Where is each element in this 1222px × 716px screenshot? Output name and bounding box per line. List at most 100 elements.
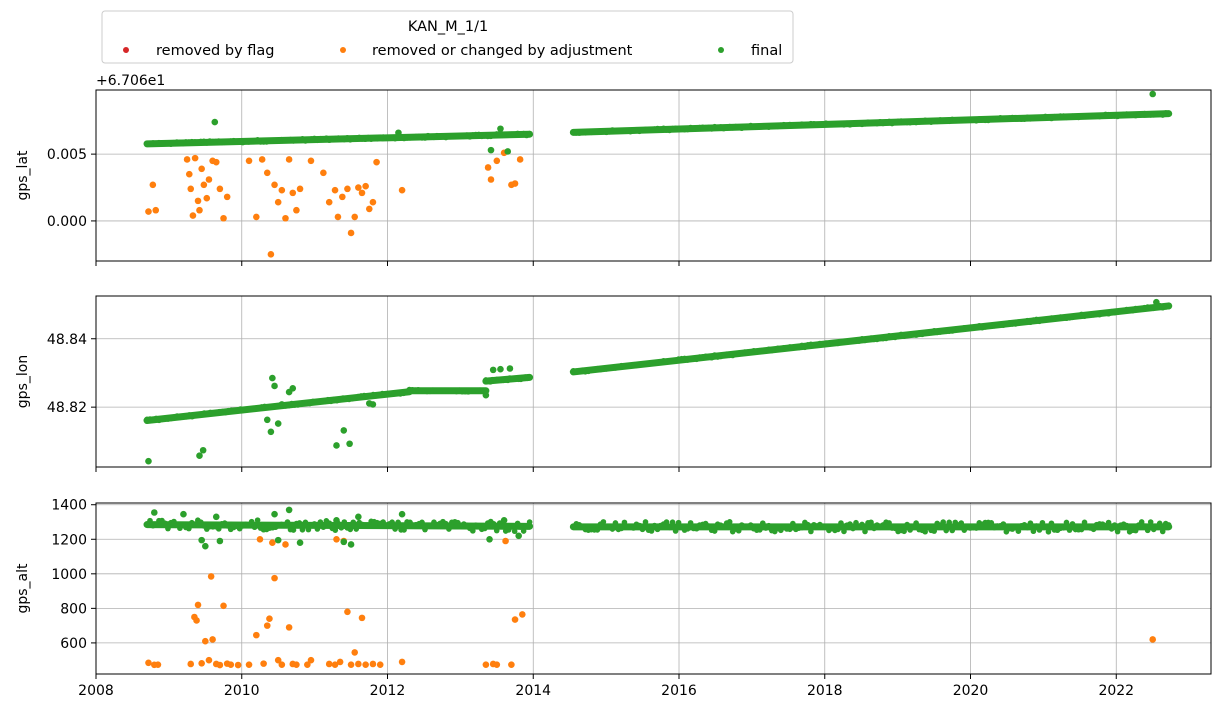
data-point [470,528,476,534]
data-point [278,401,286,408]
data-point [1165,522,1172,528]
data-point [1069,521,1076,527]
data-point [1015,528,1022,534]
data-point [336,658,344,666]
data-point [799,524,805,531]
data-point [200,181,208,189]
data-point [369,660,377,668]
data-point [282,541,289,548]
data-point [497,365,504,373]
data-point [251,524,258,531]
panel-gps_alt: 2008 2010 2012 2014 2016 2018 2020 2022 600 800 10… [15,498,1212,699]
data-point [353,526,360,532]
data-point [497,125,504,133]
data-point [271,574,278,582]
data-point [362,661,369,668]
data-point [269,374,276,382]
data-point [847,521,853,527]
data-point [145,659,152,667]
data-point [1063,519,1070,526]
data-point [338,524,345,531]
y-tick-label: 1000 [51,567,87,583]
data-point [735,527,742,534]
data-point [1033,523,1040,529]
data-point [245,157,253,165]
data-point [307,157,315,165]
data-point [346,440,353,448]
data-point [511,616,519,623]
data-point [347,661,355,668]
data-point [347,229,355,237]
y-axis-label: gps_lon [15,355,31,408]
data-point [151,509,158,516]
axes-frame [95,502,1212,675]
data-point [1024,524,1031,531]
data-point [1153,298,1160,306]
data-point [392,526,398,532]
data-point [612,520,619,526]
data-point [347,526,354,533]
data-point [199,446,207,454]
data-point [765,522,772,529]
data-point [212,158,220,166]
data-point [193,617,200,624]
data-point [526,374,533,381]
data-point [805,521,811,528]
data-point [369,401,377,408]
data-point [508,523,515,530]
data-point [504,148,512,155]
data-point [256,535,264,543]
data-point [493,157,501,165]
data-point [254,517,261,523]
data-point [373,158,380,166]
data-point [340,538,348,546]
data-point [180,510,187,518]
legend: KAN_M_1/1 removed by flag removed or cha… [101,10,794,64]
data-point [194,601,202,609]
data-point [961,527,968,533]
data-point [508,661,515,668]
data-point [511,180,519,187]
data-point [654,526,661,533]
series-removed-or-changed-by-adjustment [145,535,1156,669]
data-point [808,528,814,535]
data-point [216,185,224,193]
series-final [143,90,1173,155]
data-point [1149,636,1156,643]
data-point [260,660,267,667]
y-tick-label: 48.84 [47,332,87,348]
data-point [684,526,691,532]
data-point [483,387,489,394]
data-point [489,366,497,374]
data-point [331,661,339,668]
legend-label-final: final [751,43,782,59]
data-point [486,535,493,543]
data-point [862,528,868,535]
data-point [289,385,297,392]
x-tick-label: 2014 [515,683,551,699]
data-point [519,611,526,618]
data-point [958,520,965,526]
data-point [304,661,311,668]
data-point [211,118,219,126]
data-point [500,516,508,524]
data-point [787,526,793,533]
data-point [317,519,324,525]
legend-frame [101,10,794,64]
data-point [296,520,303,526]
data-point [307,656,315,664]
data-point [296,539,304,547]
data-point [355,184,362,191]
data-point [946,519,953,526]
data-point [198,519,204,525]
data-point [202,542,209,550]
data-point [339,193,346,201]
data-point [196,452,203,460]
data-point [1081,519,1088,526]
data-point [443,520,449,527]
data-point [642,519,649,525]
data-point [325,198,333,206]
data-point [198,165,205,173]
data-point [487,146,495,154]
data-point [299,527,306,533]
